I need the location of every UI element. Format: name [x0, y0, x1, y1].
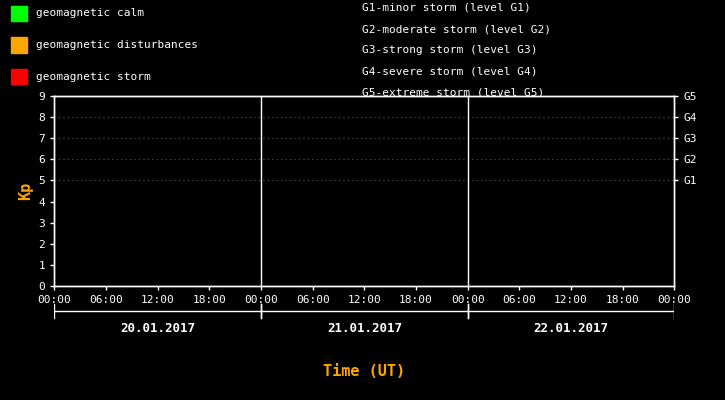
Bar — [11, 38, 27, 53]
Text: 22.01.2017: 22.01.2017 — [534, 322, 608, 336]
Text: geomagnetic storm: geomagnetic storm — [36, 72, 151, 82]
Text: Time (UT): Time (UT) — [323, 364, 405, 380]
Text: geomagnetic calm: geomagnetic calm — [36, 8, 144, 18]
Text: G2-moderate storm (level G2): G2-moderate storm (level G2) — [362, 24, 552, 34]
Text: geomagnetic disturbances: geomagnetic disturbances — [36, 40, 198, 50]
Text: G1-minor storm (level G1): G1-minor storm (level G1) — [362, 3, 531, 13]
Text: 20.01.2017: 20.01.2017 — [120, 322, 195, 336]
Text: G4-severe storm (level G4): G4-severe storm (level G4) — [362, 66, 538, 76]
Y-axis label: Kp: Kp — [18, 182, 33, 200]
Text: 21.01.2017: 21.01.2017 — [327, 322, 402, 336]
Text: G3-strong storm (level G3): G3-strong storm (level G3) — [362, 45, 538, 55]
Bar — [11, 69, 27, 84]
Text: G5-extreme storm (level G5): G5-extreme storm (level G5) — [362, 87, 544, 97]
Bar — [11, 6, 27, 21]
